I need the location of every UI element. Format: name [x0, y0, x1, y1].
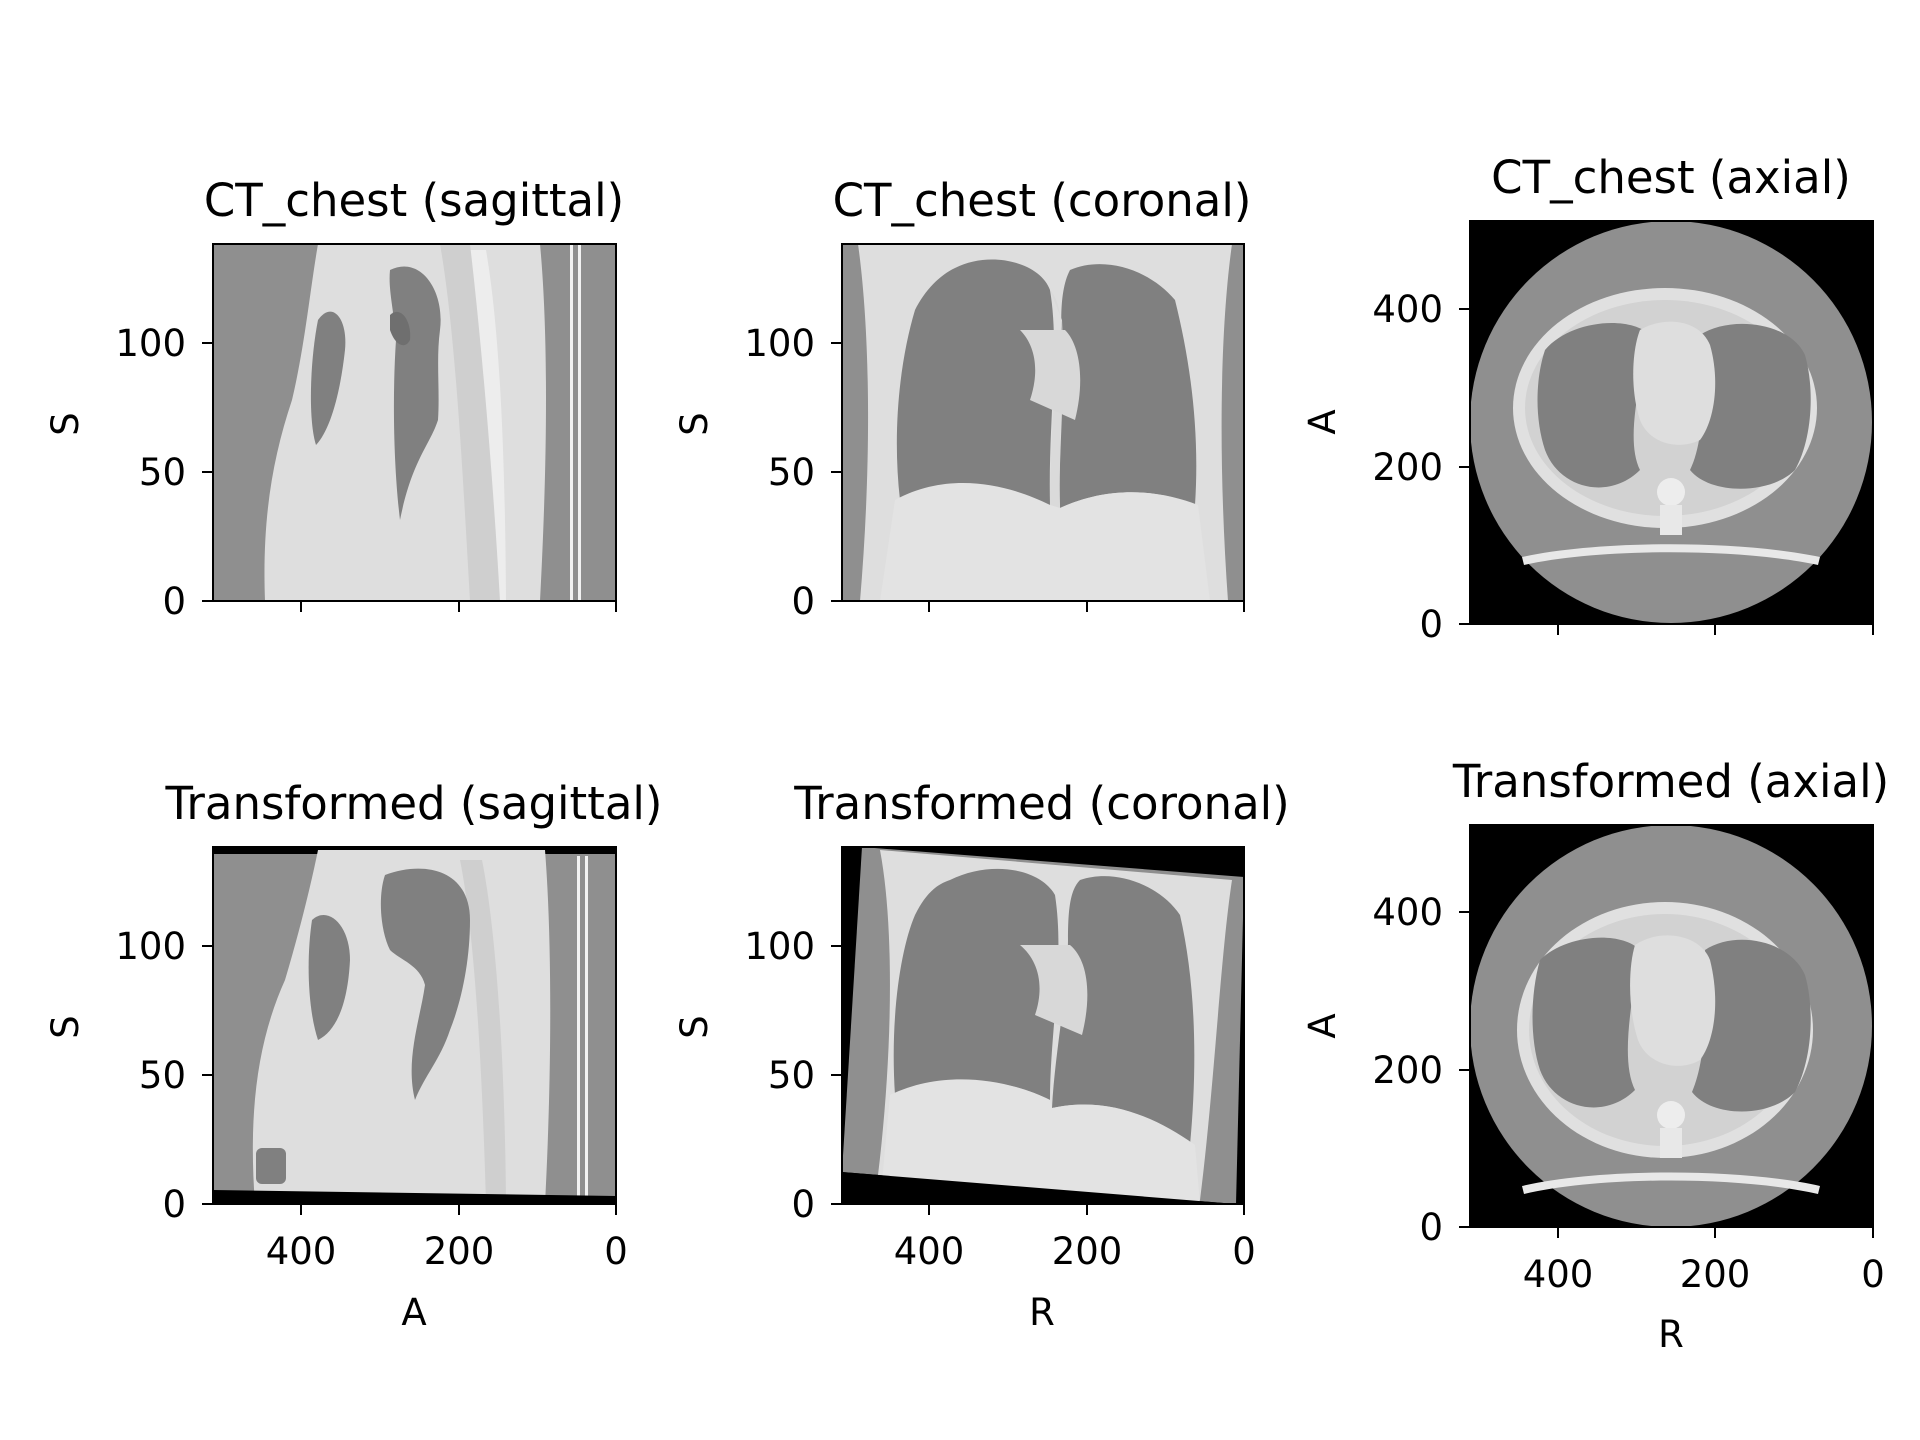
y-ticks	[1459, 308, 1470, 625]
x-ticks	[1557, 624, 1874, 635]
tr-axial-image	[1470, 825, 1873, 1227]
y-ticks	[1459, 911, 1470, 1228]
panel-ct-sagittal: CT_chest (sagittal) 0 50 100 S	[44, 174, 624, 623]
panel-title: CT_chest (coronal)	[833, 174, 1252, 227]
ct-axial-image	[1470, 221, 1873, 624]
y-tick-label: 100	[115, 322, 186, 365]
y-axis-label: S	[44, 412, 87, 436]
x-tick-label: 0	[1232, 1230, 1256, 1273]
y-ticks	[202, 342, 213, 602]
y-axis-label: S	[673, 1015, 716, 1039]
x-tick-label: 200	[424, 1230, 495, 1273]
y-ticks	[831, 342, 842, 602]
axes-frame	[212, 243, 617, 602]
panel-tr-sagittal: Transformed (sagittal) 0 50 1	[44, 777, 662, 1334]
x-ticks	[300, 1204, 617, 1215]
x-axis-label: R	[1029, 1291, 1055, 1334]
x-axis-label: R	[1658, 1313, 1684, 1356]
x-ticks	[1557, 1227, 1874, 1238]
panel-title: Transformed (sagittal)	[165, 777, 663, 830]
y-tick-label: 50	[768, 1054, 815, 1097]
x-tick-label: 400	[266, 1230, 337, 1273]
axes-frame	[1469, 824, 1874, 1228]
y-tick-label: 0	[1419, 1206, 1443, 1249]
y-ticks	[831, 945, 842, 1205]
x-tick-label: 200	[1680, 1253, 1751, 1296]
y-ticks	[202, 945, 213, 1205]
y-tick-label: 0	[791, 1183, 815, 1226]
panel-title: Transformed (coronal)	[793, 777, 1289, 830]
x-tick-label: 400	[894, 1230, 965, 1273]
axes-frame	[841, 243, 1245, 602]
axes-frame	[212, 846, 617, 1205]
y-tick-label: 100	[115, 925, 186, 968]
y-axis-label: S	[673, 412, 716, 436]
x-axis-label: A	[401, 1291, 426, 1334]
y-axis-label: A	[1301, 1013, 1344, 1038]
y-tick-label: 50	[139, 1054, 186, 1097]
x-ticks	[928, 1204, 1245, 1215]
y-tick-label: 100	[744, 925, 815, 968]
y-tick-label: 50	[768, 451, 815, 494]
y-tick-label: 400	[1372, 288, 1443, 331]
y-tick-label: 100	[744, 322, 815, 365]
x-ticks	[300, 601, 617, 612]
x-ticks	[928, 601, 1245, 612]
y-tick-label: 0	[162, 580, 186, 623]
x-tick-label: 200	[1052, 1230, 1123, 1273]
panel-ct-axial: CT_chest (axial) 0 200 400	[1301, 151, 1874, 646]
y-tick-label: 0	[162, 1183, 186, 1226]
ct-coronal-image	[842, 244, 1244, 601]
axes-frame	[841, 846, 1245, 1205]
panel-tr-axial: Transformed (axial) 0 200 400	[1301, 755, 1889, 1356]
axes-frame	[1469, 220, 1874, 625]
x-tick-label: 0	[604, 1230, 628, 1273]
y-tick-label: 0	[791, 580, 815, 623]
panel-title: Transformed (axial)	[1452, 755, 1889, 808]
y-axis-label: A	[1301, 409, 1344, 434]
y-tick-label: 0	[1419, 603, 1443, 646]
panel-tr-coronal: Transformed (coronal) 0 50 100 400	[673, 777, 1290, 1334]
panel-title: CT_chest (sagittal)	[204, 174, 624, 227]
tr-sagittal-image	[213, 847, 616, 1204]
y-tick-label: 200	[1372, 446, 1443, 489]
y-tick-label: 50	[139, 451, 186, 494]
panel-ct-coronal: CT_chest (coronal) 0 50 100 S	[673, 174, 1251, 623]
x-tick-label: 0	[1861, 1253, 1885, 1296]
y-axis-label: S	[44, 1015, 87, 1039]
ct-sagittal-image	[213, 244, 616, 601]
y-tick-label: 400	[1372, 891, 1443, 934]
tr-coronal-image	[842, 847, 1244, 1204]
panel-title: CT_chest (axial)	[1491, 151, 1851, 204]
x-tick-label: 400	[1523, 1253, 1594, 1296]
y-tick-label: 200	[1372, 1049, 1443, 1092]
